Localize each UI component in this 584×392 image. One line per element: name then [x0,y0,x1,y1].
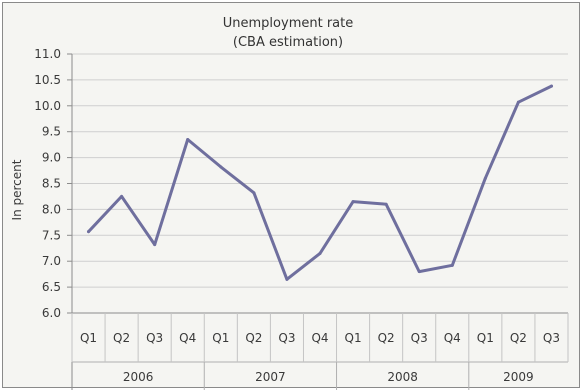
y-axis-label: In percent [10,159,24,220]
y-tick-label: 6.0 [42,306,61,320]
y-tick-label: 10.5 [34,73,61,87]
x-tick-label: Q2 [378,331,395,345]
data-point [87,230,91,234]
x-tick-label: Q2 [113,331,130,345]
x-tick-label: Q3 [411,331,428,345]
y-tick-label: 8.5 [42,177,61,191]
year-label: 2009 [503,370,534,384]
category-axis: Q1 Q2 Q3 Q4 Q1 Q2 Q3 Q4 Q1 Q2 Q3 Q4 Q1 Q2 Q3 2006 2007 20… [71,313,569,390]
data-point [384,202,388,206]
chart-title: Unemployment rate [223,16,353,31]
x-tick-label: Q1 [212,331,229,345]
x-tick-label: Q2 [510,331,527,345]
y-tick-label: 9.0 [42,151,61,165]
data-point [252,191,256,195]
data-point [285,277,289,281]
y-tick-label: 10.0 [34,99,61,113]
data-point [351,200,355,204]
series-layer [87,84,553,281]
year-label: 2006 [123,370,154,384]
data-point [120,194,124,198]
chart-subtitle: (CBA estimation) [233,35,343,50]
year-label: 2007 [255,370,286,384]
data-point [318,251,322,255]
x-tick-label: Q4 [179,331,196,345]
data-point [153,243,157,247]
axis-layer: 6.0 6.5 7.0 7.5 8.0 8.5 9.0 9.5 10.0 10.5 11.0 [34,47,568,390]
data-point [549,84,553,88]
x-tick-label: Q3 [278,331,295,345]
x-tick-label: Q1 [477,331,494,345]
data-point [417,270,421,274]
x-tick-label: Q4 [311,331,328,345]
y-tick-label: 9.5 [42,125,61,139]
x-tick-label: Q1 [345,331,362,345]
y-tick-label: 8.0 [42,202,61,216]
data-point [450,263,454,267]
grid-layer [67,53,568,314]
y-tick-label: 7.0 [42,254,61,268]
data-point [516,100,520,104]
data-point [186,137,190,141]
y-tick-label: 7.5 [42,228,61,242]
x-tick-label: Q3 [543,331,560,345]
x-tick-label: Q4 [444,331,461,345]
x-tick-label: Q1 [80,331,97,345]
year-label: 2008 [387,370,418,384]
data-point [483,176,487,180]
data-point [219,165,223,169]
x-tick-label: Q3 [146,331,163,345]
chart-frame [2,2,580,388]
y-tick-label: 11.0 [34,47,61,61]
unemployment-series-line [87,84,553,281]
x-tick-label: Q2 [245,331,262,345]
y-tick-label: 6.5 [42,280,61,294]
